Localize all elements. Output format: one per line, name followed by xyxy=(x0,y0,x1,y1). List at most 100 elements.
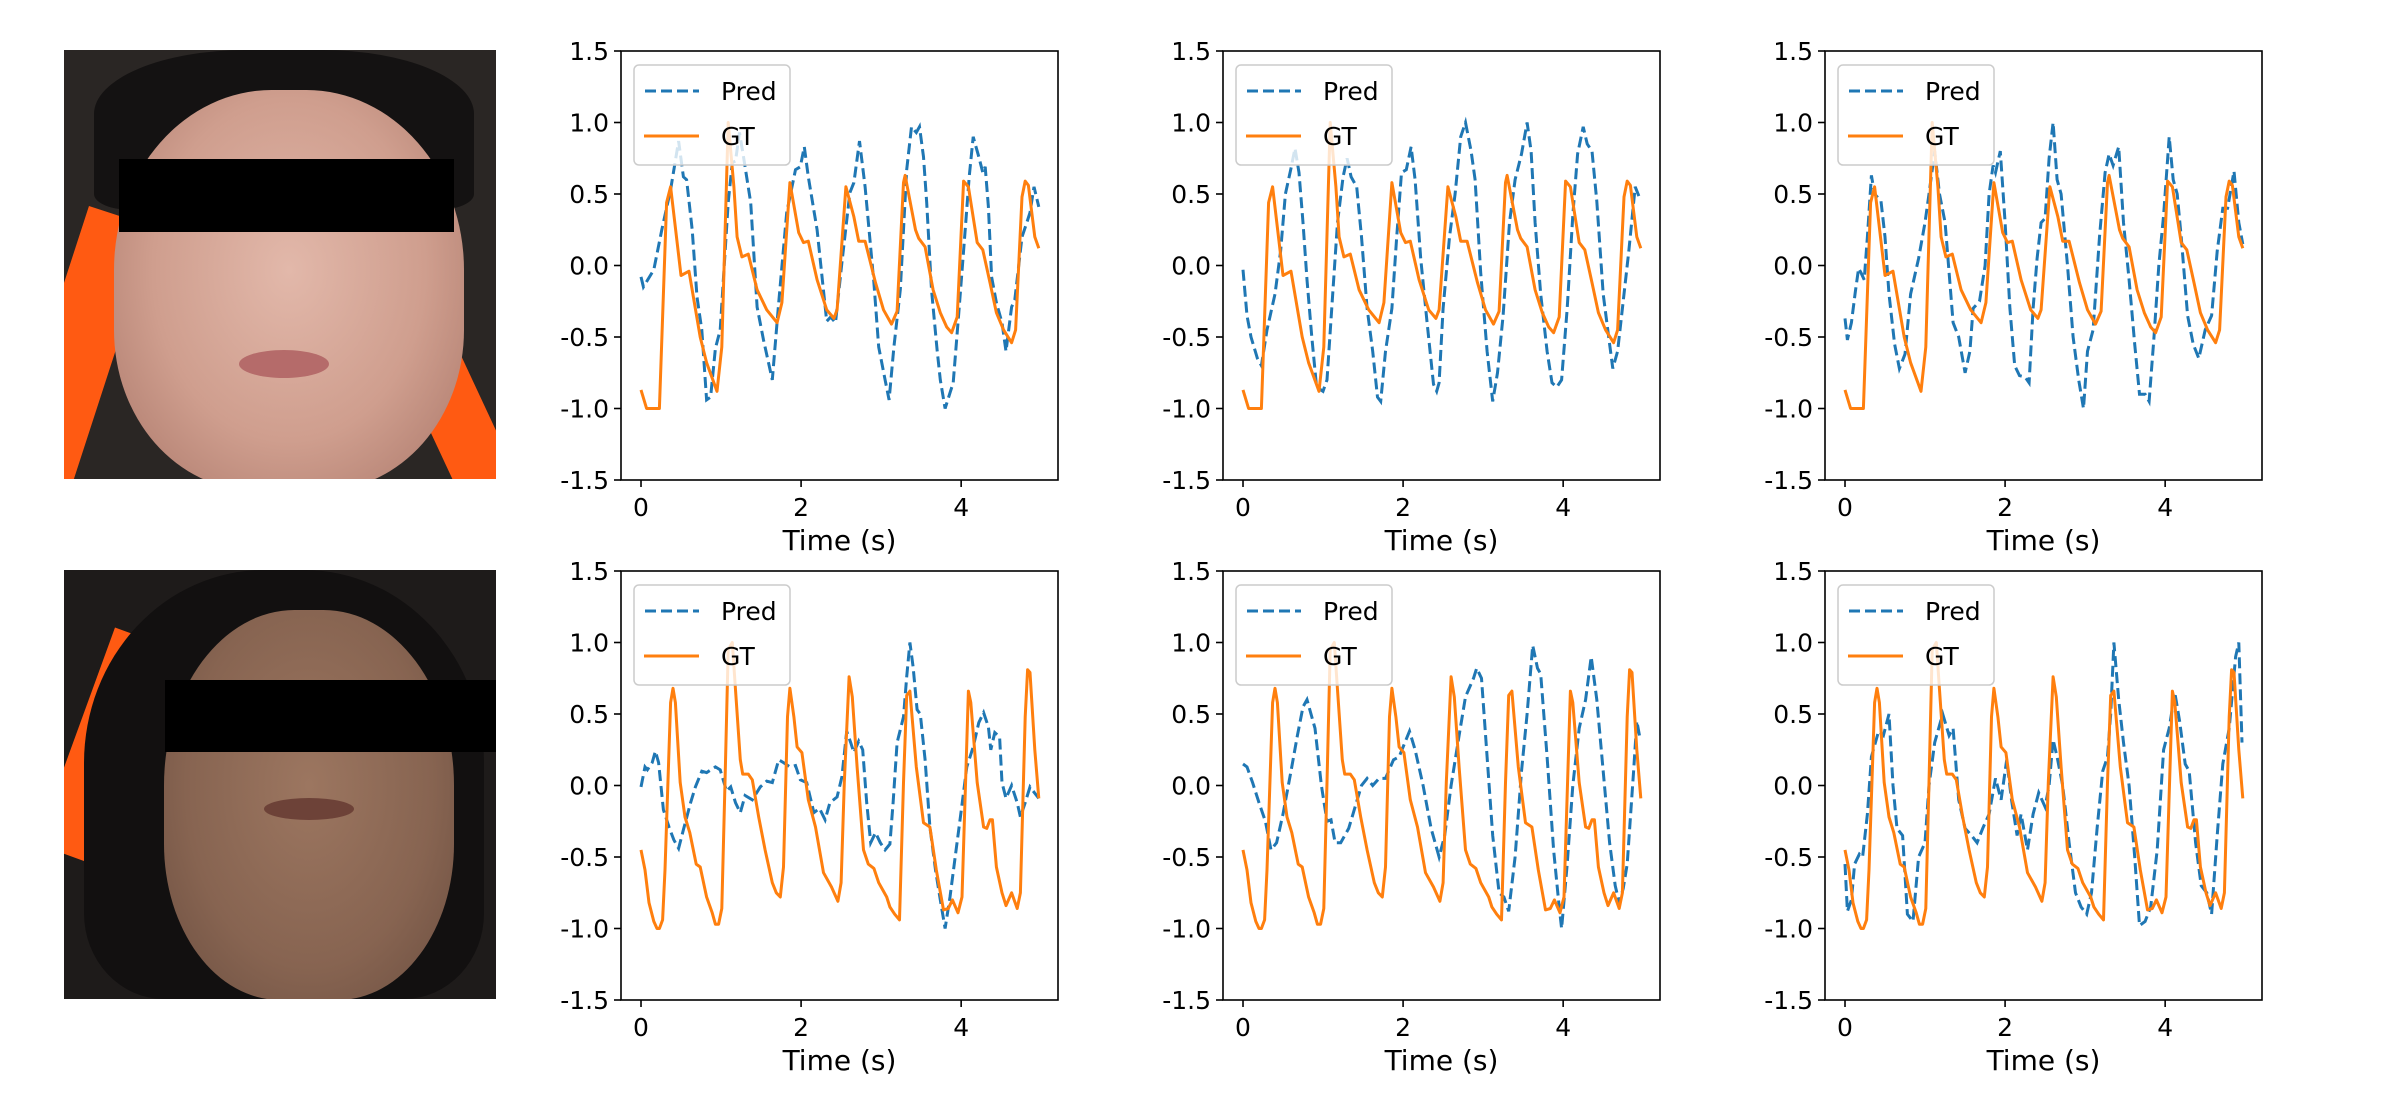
y-tick-label: 1.5 xyxy=(1171,557,1211,586)
y-tick-label: -1.5 xyxy=(1764,466,1813,495)
x-axis-label: Time (s) xyxy=(782,1044,897,1077)
face-image-subject-1 xyxy=(64,50,496,479)
x-tick-label: 0 xyxy=(633,493,649,522)
y-tick-label: -1.0 xyxy=(560,395,609,424)
y-tick-label: 0.0 xyxy=(1773,252,1813,281)
x-axis-label: Time (s) xyxy=(782,524,897,557)
legend-gt-label: GT xyxy=(721,642,755,671)
subplot-r1c2: -1.5 -1.0 -0.5 0.0 0.5 1.0 1.5 0 2 4 Time (s) Pred G… xyxy=(1162,37,1661,557)
x-tick-label: 0 xyxy=(1837,1013,1853,1042)
y-tick-label: 0.5 xyxy=(1773,700,1813,729)
legend-pred-label: Pred xyxy=(1925,597,1981,626)
gt-series-line xyxy=(1241,121,1643,410)
y-tick-label: 1.5 xyxy=(1773,37,1813,66)
x-tick-label: 2 xyxy=(793,493,809,522)
legend: Pred GT xyxy=(1837,64,1995,166)
y-tick-label: -0.5 xyxy=(560,843,609,872)
legend-gt-label: GT xyxy=(1925,122,1959,151)
y-tick-label: -1.0 xyxy=(1162,915,1211,944)
y-tick-label: 1.5 xyxy=(1773,557,1813,586)
y-tick-label: 1.0 xyxy=(569,629,609,658)
y-tick-label: -1.0 xyxy=(1764,915,1813,944)
y-tick-label: -1.5 xyxy=(560,986,609,1015)
y-tick-label: -0.5 xyxy=(1162,843,1211,872)
y-tick-label: -0.5 xyxy=(560,323,609,352)
censor-bar xyxy=(165,680,496,752)
mouth xyxy=(264,798,354,820)
legend-box xyxy=(1837,64,1995,166)
y-tick-label: 1.0 xyxy=(1773,109,1813,138)
legend-box xyxy=(1235,64,1393,166)
y-tick-label: 1.5 xyxy=(569,37,609,66)
x-tick-label: 2 xyxy=(1395,1013,1411,1042)
y-tick-label: 0.0 xyxy=(1171,772,1211,801)
y-tick-label: 0.5 xyxy=(1171,700,1211,729)
x-tick-label: 4 xyxy=(2157,1013,2173,1042)
legend: Pred GT xyxy=(1235,584,1393,686)
censor-bar xyxy=(119,159,454,232)
x-tick-label: 4 xyxy=(1555,1013,1571,1042)
y-tick-label: -1.5 xyxy=(1162,466,1211,495)
x-axis-label: Time (s) xyxy=(1986,1044,2101,1077)
y-tick-label: 1.0 xyxy=(1171,109,1211,138)
y-tick-label: -0.5 xyxy=(1764,323,1813,352)
y-tick-label: 1.5 xyxy=(569,557,609,586)
mouth xyxy=(239,350,329,378)
legend-pred-label: Pred xyxy=(721,77,777,106)
y-tick-label: 0.5 xyxy=(1171,180,1211,209)
y-tick-label: 1.0 xyxy=(1773,629,1813,658)
y-tick-label: 0.0 xyxy=(1773,772,1813,801)
pred-series-line xyxy=(639,122,1041,409)
y-tick-label: -1.0 xyxy=(1764,395,1813,424)
x-tick-label: 0 xyxy=(1235,493,1251,522)
face-image-subject-2 xyxy=(64,570,496,999)
legend-pred-label: Pred xyxy=(1323,77,1379,106)
legend-gt-label: GT xyxy=(1323,122,1357,151)
x-axis-label: Time (s) xyxy=(1986,524,2101,557)
x-tick-label: 0 xyxy=(1235,1013,1251,1042)
subplot-r1c1: -1.5 -1.0 -0.5 0.0 0.5 1.0 1.5 0 2 4 Time (s) Pred G… xyxy=(560,37,1059,557)
subplot-r2c3: -1.5 -1.0 -0.5 0.0 0.5 1.0 1.5 0 2 4 Time (s) Pred G… xyxy=(1764,557,2263,1077)
legend-gt-label: GT xyxy=(1925,642,1959,671)
gt-series-line xyxy=(1241,641,1643,930)
gt-series-line xyxy=(1843,121,2245,410)
x-tick-label: 4 xyxy=(1555,493,1571,522)
x-tick-label: 0 xyxy=(633,1013,649,1042)
y-tick-label: -1.0 xyxy=(1162,395,1211,424)
x-tick-label: 0 xyxy=(1837,493,1853,522)
gt-series-line xyxy=(1843,641,2245,930)
legend: Pred GT xyxy=(633,584,791,686)
legend-box xyxy=(1235,584,1393,686)
legend-box xyxy=(633,64,791,166)
legend: Pred GT xyxy=(1837,584,1995,686)
x-tick-label: 2 xyxy=(1997,1013,2013,1042)
y-tick-label: 0.0 xyxy=(569,772,609,801)
y-tick-label: 1.0 xyxy=(569,109,609,138)
pred-series-line xyxy=(1843,642,2244,929)
face xyxy=(114,90,464,479)
y-tick-label: -1.5 xyxy=(1162,986,1211,1015)
y-tick-label: 1.5 xyxy=(1171,37,1211,66)
y-tick-label: 0.5 xyxy=(1773,180,1813,209)
y-tick-label: 0.0 xyxy=(1171,252,1211,281)
x-tick-label: 2 xyxy=(793,1013,809,1042)
legend-pred-label: Pred xyxy=(721,597,777,626)
legend-box xyxy=(1837,584,1995,686)
pred-series-line xyxy=(1242,645,1642,929)
x-tick-label: 4 xyxy=(953,1013,969,1042)
pred-series-line xyxy=(1843,122,2245,409)
subplot-r1c3: -1.5 -1.0 -0.5 0.0 0.5 1.0 1.5 0 2 4 Time (s) Pred G… xyxy=(1764,37,2263,557)
legend-pred-label: Pred xyxy=(1323,597,1379,626)
x-tick-label: 4 xyxy=(953,493,969,522)
legend-gt-label: GT xyxy=(721,122,755,151)
y-tick-label: 0.5 xyxy=(569,180,609,209)
y-tick-label: -1.0 xyxy=(560,915,609,944)
pred-series-line xyxy=(1241,116,1641,406)
pred-series-line xyxy=(639,642,1040,929)
x-axis-label: Time (s) xyxy=(1384,1044,1499,1077)
y-tick-label: 0.0 xyxy=(569,252,609,281)
x-tick-label: 2 xyxy=(1395,493,1411,522)
legend-gt-label: GT xyxy=(1323,642,1357,671)
